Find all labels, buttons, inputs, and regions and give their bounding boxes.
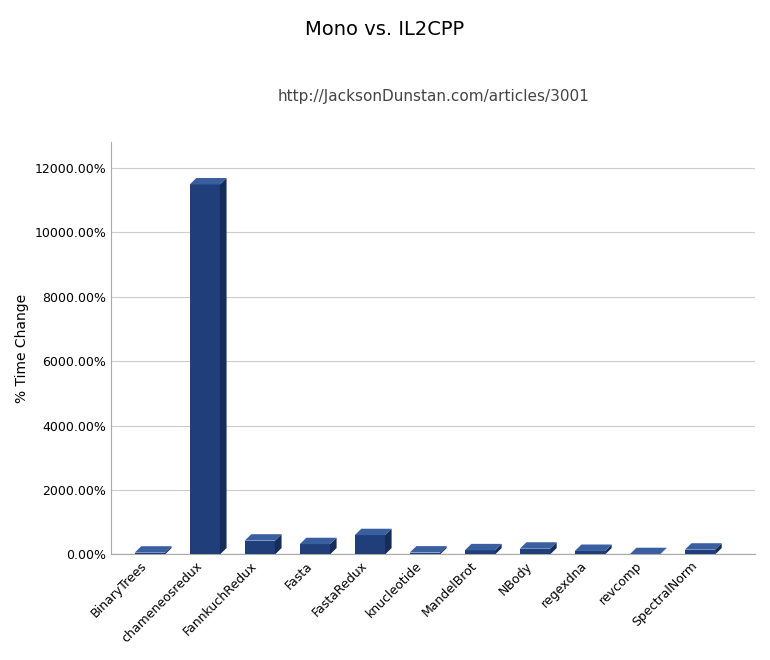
Polygon shape xyxy=(605,544,611,554)
Polygon shape xyxy=(715,543,721,554)
Polygon shape xyxy=(245,534,282,541)
Polygon shape xyxy=(630,548,667,554)
Polygon shape xyxy=(330,538,336,554)
Y-axis label: % Time Change: % Time Change xyxy=(15,294,29,403)
Polygon shape xyxy=(220,178,226,554)
Polygon shape xyxy=(135,546,172,552)
Polygon shape xyxy=(660,548,667,554)
Polygon shape xyxy=(520,543,557,548)
Polygon shape xyxy=(550,543,557,554)
Polygon shape xyxy=(685,543,721,550)
Polygon shape xyxy=(300,538,336,544)
Polygon shape xyxy=(440,546,447,554)
Polygon shape xyxy=(165,546,172,554)
Text: Mono vs. IL2CPP: Mono vs. IL2CPP xyxy=(306,20,464,39)
Bar xyxy=(112,554,755,568)
Polygon shape xyxy=(495,544,501,554)
Polygon shape xyxy=(189,178,226,184)
Polygon shape xyxy=(355,529,392,535)
Polygon shape xyxy=(275,534,282,554)
Polygon shape xyxy=(465,544,501,550)
Title: http://JacksonDunstan.com/articles/3001: http://JacksonDunstan.com/articles/3001 xyxy=(277,88,589,104)
Polygon shape xyxy=(575,544,611,551)
Polygon shape xyxy=(385,529,392,554)
Polygon shape xyxy=(410,546,447,552)
